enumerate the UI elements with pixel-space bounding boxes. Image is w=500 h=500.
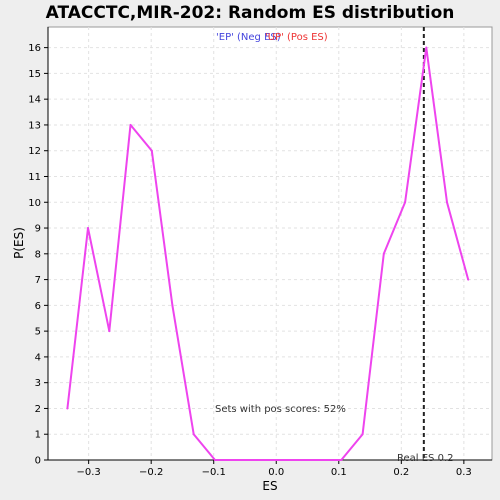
- y-tick-label: 1: [35, 430, 41, 441]
- data-point: [255, 459, 258, 461]
- y-tick-label: 2: [35, 404, 41, 415]
- y-tick-label: 5: [35, 327, 41, 338]
- y-tick-label: 6: [35, 301, 41, 312]
- x-tick-label: −0.3: [76, 467, 100, 478]
- y-tick-label: 15: [28, 69, 41, 80]
- x-tick-label: 0.1: [331, 467, 347, 478]
- plot-area: [47, 26, 493, 461]
- y-tick-label: 12: [28, 146, 41, 157]
- y-tick-label: 9: [35, 224, 41, 235]
- data-point: [129, 123, 132, 126]
- data-point: [171, 304, 174, 307]
- data-point: [298, 459, 301, 461]
- y-tick-label: 11: [28, 172, 41, 183]
- x-tick-label: 0.0: [268, 467, 284, 478]
- series-line: [66, 46, 470, 461]
- chart-title: ATACCTC,MIR-202: Random ES distribution: [46, 3, 455, 23]
- data-point: [277, 459, 280, 461]
- y-tick-label: 0: [35, 456, 41, 467]
- data-point: [66, 407, 69, 410]
- series-layer: [66, 46, 470, 461]
- y-axis-title: P(ES): [12, 227, 26, 259]
- legend-entry-neg-es: 'EP' (Neg ES): [216, 32, 281, 43]
- data-point: [87, 227, 90, 230]
- x-tick-label: 0.3: [456, 467, 472, 478]
- y-tick-label: 4: [35, 352, 41, 363]
- data-point: [467, 278, 470, 281]
- legend-entry-pos-es: 'UP' (Pos ES): [265, 32, 328, 43]
- y-tick-label: 7: [35, 275, 41, 286]
- y-tick-label: 3: [35, 378, 41, 389]
- x-tick-label: 0.2: [393, 467, 409, 478]
- y-tick-label: 16: [28, 43, 41, 54]
- y-tick-label: 10: [28, 198, 41, 209]
- real-es-label: Real ES 0.2: [397, 453, 453, 464]
- data-point: [404, 201, 407, 204]
- y-tick-label: 8: [35, 249, 41, 260]
- data-point: [340, 459, 343, 461]
- y-tick-label: 13: [28, 120, 41, 131]
- data-point: [235, 459, 238, 461]
- data-point: [150, 149, 153, 152]
- data-point: [108, 330, 111, 333]
- data-point: [361, 433, 364, 436]
- axis-ticks: −0.3 −0.2 −0.1 0.0 0.1 0.2 0.30123456789101112…: [28, 27, 492, 478]
- legend: 'EP' (Neg ES) 'UP' (Pos ES): [216, 32, 328, 43]
- x-tick-label: −0.1: [202, 467, 226, 478]
- y-tick-label: 14: [28, 95, 41, 106]
- x-tick-label: −0.2: [139, 467, 163, 478]
- data-point: [319, 459, 322, 461]
- data-point: [192, 433, 195, 436]
- data-point: [425, 46, 428, 49]
- data-point: [213, 459, 216, 461]
- data-point: [382, 252, 385, 255]
- data-point: [445, 201, 448, 204]
- x-axis-title: ES: [262, 479, 277, 493]
- pos-scores-annotation: Sets with pos scores: 52%: [215, 404, 346, 415]
